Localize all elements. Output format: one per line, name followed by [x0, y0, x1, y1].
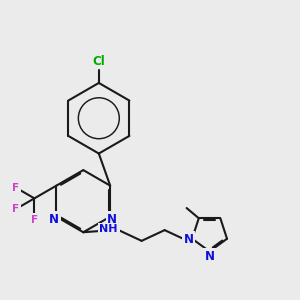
Text: F: F: [13, 183, 20, 193]
Text: N: N: [205, 250, 214, 263]
Text: N: N: [49, 213, 59, 226]
Text: NH: NH: [100, 224, 118, 234]
Text: N: N: [184, 232, 194, 246]
Text: N: N: [107, 213, 117, 226]
Text: F: F: [31, 214, 38, 224]
Text: Cl: Cl: [92, 55, 105, 68]
Text: F: F: [13, 204, 20, 214]
